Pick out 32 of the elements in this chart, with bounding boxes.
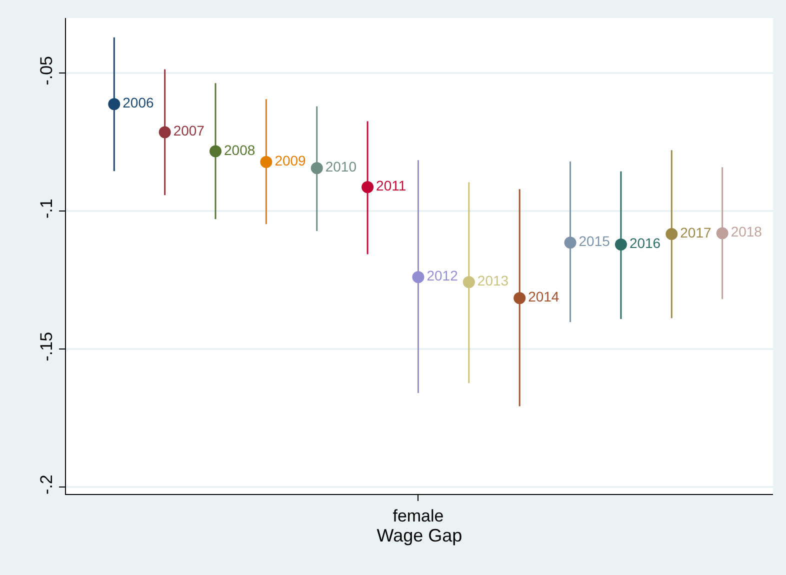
series-label: 2012 <box>426 268 458 284</box>
series-label: 2007 <box>173 122 205 139</box>
point <box>412 271 424 284</box>
series-label: 2009 <box>274 152 306 169</box>
point <box>614 238 627 251</box>
point <box>362 181 374 194</box>
series-label: 2006 <box>122 94 154 111</box>
point <box>310 162 323 174</box>
x-axis-title: Wage Gap <box>376 525 462 546</box>
series-label: 2014 <box>528 288 560 305</box>
y-tick-label: -.2 <box>37 474 56 494</box>
x-tick-label: female <box>392 506 444 526</box>
series-label: 2017 <box>680 224 712 241</box>
series-label: 2010 <box>325 158 357 175</box>
series-label: 2008 <box>224 142 256 158</box>
y-tick-label: -.05 <box>37 56 56 86</box>
series-label: 2011 <box>376 178 406 194</box>
point <box>260 156 272 168</box>
series-label: 2018 <box>730 224 762 240</box>
point <box>108 98 120 110</box>
point <box>564 236 576 249</box>
series-label: 2015 <box>578 233 610 250</box>
series-label: 2013 <box>477 272 509 289</box>
series-label: 2016 <box>629 235 661 252</box>
point <box>158 126 171 138</box>
point <box>462 276 475 288</box>
y-tick-label: -.1 <box>37 198 56 219</box>
point <box>210 145 222 158</box>
point <box>716 227 728 240</box>
point <box>666 228 678 240</box>
point <box>514 292 526 304</box>
y-tick-label: -.15 <box>37 332 56 362</box>
